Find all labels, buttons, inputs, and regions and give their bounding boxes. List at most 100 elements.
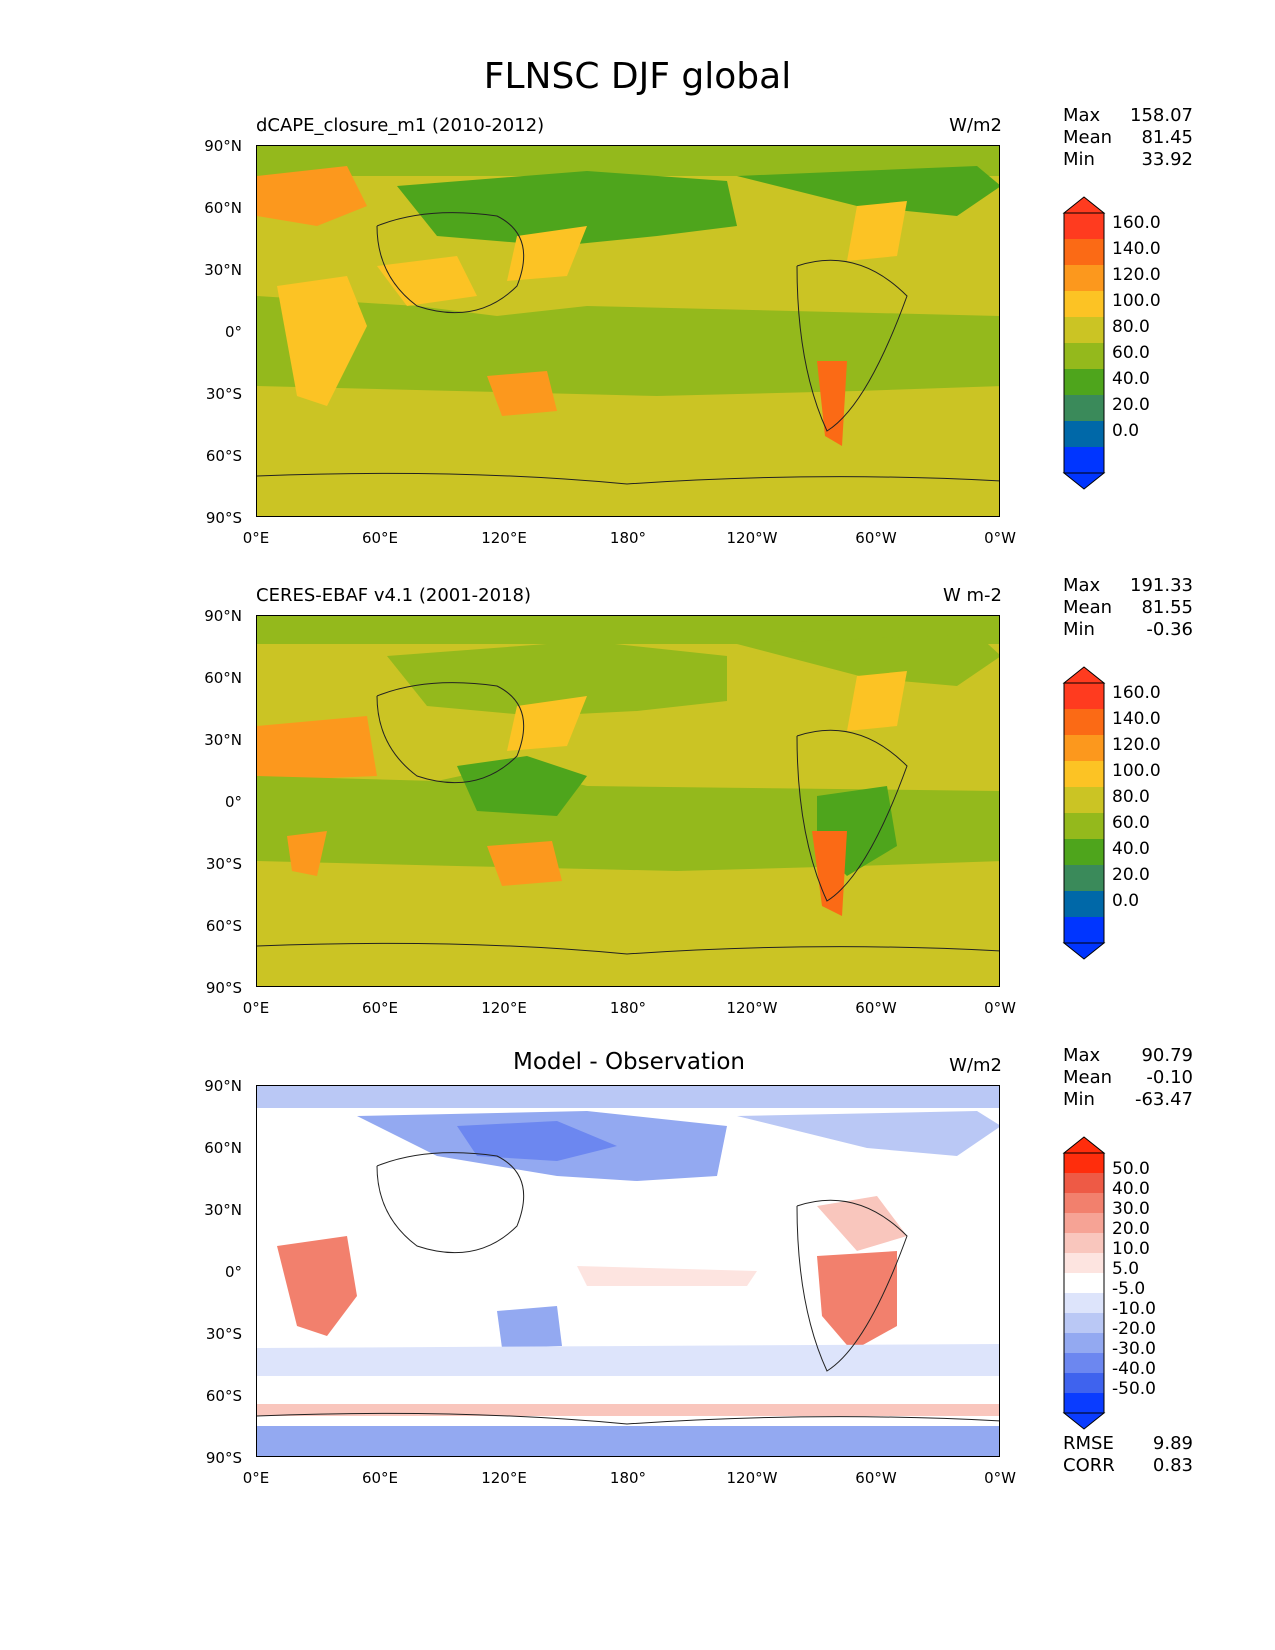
panel-title: Model - Observation [512, 1049, 746, 1075]
xtick: 120°W [726, 529, 778, 547]
ytick: 30°N [204, 731, 242, 749]
ytick: 60°S [205, 917, 242, 935]
ytick: 60°S [205, 447, 242, 465]
xtick: 180° [609, 1469, 647, 1487]
xtick: 0°E [242, 999, 270, 1017]
xtick: 0°E [242, 529, 270, 547]
stat-label: Min [1063, 1089, 1095, 1110]
colorbar-label: -30.0 [1112, 1339, 1156, 1359]
stat-label: Mean [1063, 1067, 1113, 1088]
xtick: 120°W [726, 1469, 778, 1487]
colorbar-label: -40.0 [1112, 1359, 1156, 1379]
panel-model: dCAPE_closure_m1 (2010-2012) W/m2 90°N 6… [0, 105, 1275, 575]
stat-label: RMSE [1063, 1433, 1114, 1454]
colorbar-label: 0.0 [1112, 891, 1140, 911]
colorbar-label: 140.0 [1112, 239, 1161, 259]
colorbar-label: 80.0 [1112, 317, 1150, 337]
stat-label: Mean [1063, 597, 1113, 618]
colorbar-label: 140.0 [1112, 709, 1161, 729]
xtick: 60°W [855, 529, 897, 547]
colorbar-label: 120.0 [1112, 265, 1161, 285]
ytick: 60°N [204, 1139, 242, 1157]
colorbar-label: 20.0 [1112, 1219, 1150, 1239]
panel-title: dCAPE_closure_m1 (2010-2012) [256, 115, 545, 136]
xtick: 120°W [726, 999, 778, 1017]
stat-label: Min [1063, 619, 1095, 640]
xtick: 180° [609, 999, 647, 1017]
stat-rmse: 9.89 [1152, 1433, 1193, 1454]
ytick: 0° [224, 1263, 242, 1281]
stat-max: 90.79 [1141, 1045, 1193, 1066]
stat-label: Max [1063, 105, 1101, 126]
stat-max: 158.07 [1130, 105, 1193, 126]
colorbar-label: 60.0 [1112, 813, 1150, 833]
colorbar-label: -5.0 [1112, 1279, 1146, 1299]
colorbar-label: 160.0 [1112, 683, 1161, 703]
ytick: 90°S [205, 979, 242, 997]
ytick: 0° [224, 793, 242, 811]
stat-label: Min [1063, 149, 1095, 170]
ytick: 90°N [204, 1077, 242, 1095]
xtick: 180° [609, 529, 647, 547]
colorbar-label: 10.0 [1112, 1239, 1150, 1259]
map-model [256, 145, 1000, 517]
map-observation [256, 615, 1000, 987]
xtick: 0°E [242, 1469, 270, 1487]
panel-title: CERES-EBAF v4.1 (2001-2018) [256, 585, 532, 606]
ytick: 90°S [205, 1449, 242, 1467]
stat-mean: 81.45 [1141, 127, 1193, 148]
colorbar [1062, 666, 1106, 960]
ytick: 30°S [205, 855, 242, 873]
colorbar-label: 0.0 [1112, 421, 1140, 441]
stat-corr: 0.83 [1152, 1455, 1193, 1476]
ytick: 60°S [205, 1387, 242, 1405]
colorbar-label: 5.0 [1112, 1259, 1140, 1279]
panel-observation: CERES-EBAF v4.1 (2001-2018) W m-2 90°N 6… [0, 575, 1275, 1045]
colorbar-label: 100.0 [1112, 291, 1161, 311]
colorbar-label: 120.0 [1112, 735, 1161, 755]
xtick: 0°W [984, 1469, 1016, 1487]
stat-min: -63.47 [1134, 1089, 1193, 1110]
ytick: 60°N [204, 669, 242, 687]
xtick: 120°E [481, 999, 527, 1017]
ytick: 0° [224, 323, 242, 341]
xtick: 60°E [361, 529, 399, 547]
colorbar-label: 80.0 [1112, 787, 1150, 807]
rmse-corr-box: RMSE 9.89 CORR 0.83 [1063, 1433, 1193, 1477]
ytick: 30°S [205, 385, 242, 403]
stat-label: Max [1063, 575, 1101, 596]
stat-min: -0.36 [1146, 619, 1193, 640]
ytick: 90°S [205, 509, 242, 527]
panel-units: W/m2 [949, 115, 1002, 136]
xtick: 60°W [855, 999, 897, 1017]
stat-mean: 81.55 [1141, 597, 1193, 618]
colorbar-label: -50.0 [1112, 1379, 1156, 1399]
xtick: 120°E [481, 1469, 527, 1487]
xtick: 60°E [361, 999, 399, 1017]
stat-min: 33.92 [1141, 149, 1193, 170]
colorbar-label: 50.0 [1112, 1159, 1150, 1179]
colorbar-label: 160.0 [1112, 213, 1161, 233]
colorbar-label: 40.0 [1112, 1179, 1150, 1199]
ytick: 30°N [204, 1201, 242, 1219]
colorbar-label: 40.0 [1112, 369, 1150, 389]
colorbar-label: 20.0 [1112, 865, 1150, 885]
colorbar-label: 40.0 [1112, 839, 1150, 859]
xtick: 0°W [984, 999, 1016, 1017]
panel-units: W m-2 [942, 585, 1002, 606]
ytick: 30°N [204, 261, 242, 279]
stat-mean: -0.10 [1146, 1067, 1193, 1088]
map-difference [256, 1085, 1000, 1457]
colorbar-label: 60.0 [1112, 343, 1150, 363]
colorbar-label: -20.0 [1112, 1319, 1156, 1339]
colorbar [1062, 1136, 1106, 1430]
stats-box: Max 158.07 Mean 81.45 Min 33.92 [1063, 105, 1193, 171]
panel-units: W/m2 [949, 1055, 1002, 1076]
stat-label: Mean [1063, 127, 1113, 148]
colorbar-label: 30.0 [1112, 1199, 1150, 1219]
colorbar [1062, 196, 1106, 490]
xtick: 120°E [481, 529, 527, 547]
ytick: 30°S [205, 1325, 242, 1343]
xtick: 60°E [361, 1469, 399, 1487]
stats-box: Max 191.33 Mean 81.55 Min -0.36 [1063, 575, 1193, 641]
